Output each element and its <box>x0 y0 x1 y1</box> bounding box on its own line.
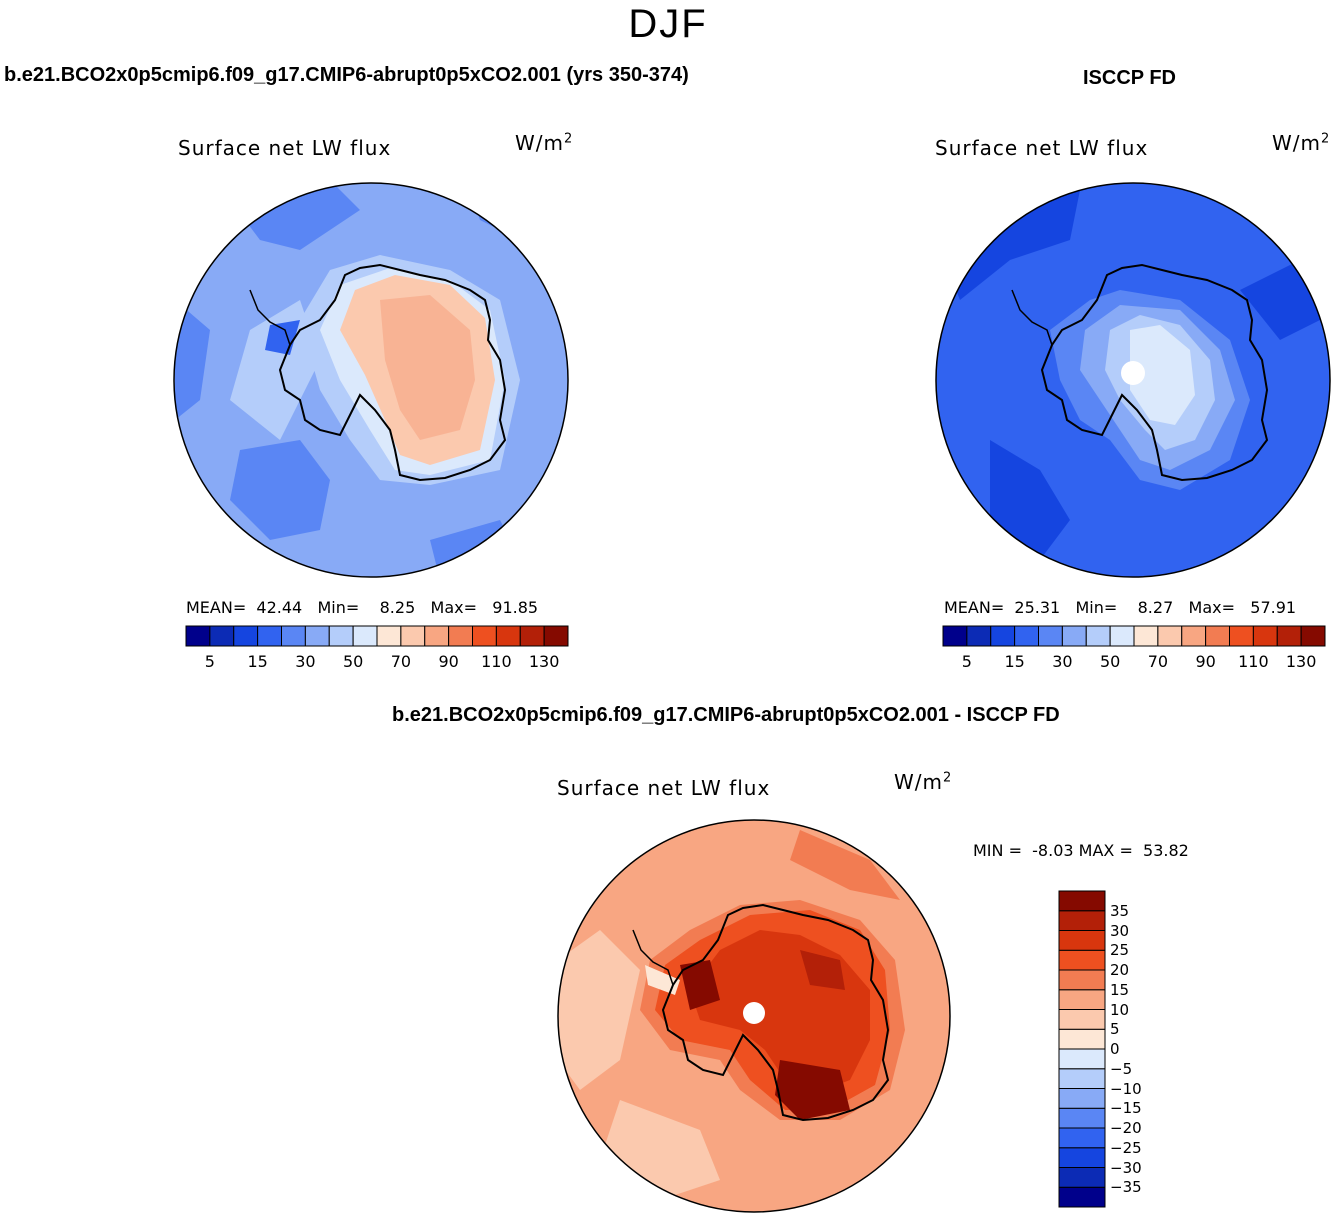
obs-case-title: ISCCP FD <box>1083 67 1176 89</box>
colorbar-swatch <box>1058 989 1106 1010</box>
colorbar-tick-label: −15 <box>1110 1099 1142 1118</box>
colorbar-tick-label: 30 <box>1110 921 1130 940</box>
colorbar-swatch <box>304 625 330 647</box>
diff-units: W/m2 <box>894 770 953 794</box>
colorbar-swatch <box>448 625 473 647</box>
colorbar-swatch <box>1058 930 1106 951</box>
colorbar-swatch <box>1038 625 1063 647</box>
colorbar-tick-label: 0 <box>1110 1040 1120 1058</box>
colorbar-swatch <box>495 625 521 647</box>
model-plot-title: Surface net LW flux <box>178 136 392 160</box>
diff-colorbar-ticks: 35 30 25 20 15 10 5 0 −5 −10 −15 −20 −25 −30 −35 <box>1110 891 1170 1207</box>
colorbar-swatch <box>1229 625 1254 647</box>
colorbar-tick-label: 70 <box>390 652 412 671</box>
colorbar-tick-label: 30 <box>295 652 316 671</box>
diff-colorbar <box>1058 890 1106 1208</box>
colorbar-swatch <box>519 625 545 647</box>
colorbar-tick-label: 50 <box>1099 652 1121 671</box>
colorbar-tick-label: −20 <box>1110 1119 1142 1137</box>
obs-colorbar <box>942 625 1326 647</box>
colorbar-tick-label: 10 <box>1110 1000 1130 1019</box>
colorbar-tick-label: 5 <box>961 652 972 671</box>
model-stats: MEAN= 42.44 Min= 8.25 Max= 91.85 <box>186 598 539 617</box>
colorbar-swatch <box>1058 890 1106 912</box>
colorbar-swatch <box>1133 625 1159 647</box>
colorbar-tick-label: 110 <box>481 652 512 671</box>
colorbar-swatch <box>990 625 1016 647</box>
colorbar-swatch <box>209 625 235 647</box>
colorbar-tick-label: −25 <box>1110 1138 1142 1157</box>
season-title: DJF <box>628 2 708 46</box>
colorbar-swatch <box>942 625 968 647</box>
model-colorbar <box>185 625 569 647</box>
diff-stats: MIN = -8.03 MAX = 53.82 <box>973 841 1189 860</box>
diff-plot-title: Surface net LW flux <box>557 776 771 800</box>
colorbar-swatch <box>281 625 306 647</box>
obs-plot-title: Surface net LW flux <box>935 136 1149 160</box>
colorbar-swatch <box>1058 1147 1106 1168</box>
colorbar-swatch <box>1058 1127 1106 1149</box>
obs-stats: MEAN= 25.31 Min= 8.27 Max= 57.91 <box>944 598 1297 617</box>
colorbar-swatch <box>1058 1167 1106 1188</box>
colorbar-tick-label: 15 <box>247 652 268 671</box>
colorbar-swatch <box>1157 625 1183 647</box>
model-case-title: b.e21.BCO2x0p5cmip6.f09_g17.CMIP6-abrupt… <box>4 64 689 86</box>
colorbar-tick-label: 110 <box>1238 652 1269 671</box>
colorbar-swatch <box>1058 1186 1106 1208</box>
colorbar-swatch <box>1058 1068 1106 1089</box>
colorbar-swatch <box>376 625 402 647</box>
colorbar-swatch <box>472 625 497 647</box>
colorbar-tick-label: 35 <box>1110 901 1130 920</box>
colorbar-swatch <box>1109 625 1135 647</box>
colorbar-swatch <box>1252 625 1278 647</box>
colorbar-swatch <box>1058 910 1106 931</box>
colorbar-swatch <box>233 625 259 647</box>
colorbar-swatch <box>328 625 354 647</box>
obs-colorbar-ticks: 5 15 30 50 70 90 110 130 <box>943 652 1325 672</box>
model-colorbar-ticks: 5 15 30 50 70 90 110 130 <box>186 652 568 672</box>
colorbar-swatch <box>1058 1048 1106 1070</box>
colorbar-swatch <box>1058 949 1106 971</box>
colorbar-tick-label: −10 <box>1110 1079 1142 1098</box>
colorbar-swatch <box>1085 625 1111 647</box>
colorbar-swatch <box>1276 625 1302 647</box>
colorbar-tick-label: 70 <box>1147 652 1169 671</box>
colorbar-tick-label: 15 <box>1004 652 1025 671</box>
colorbar-tick-label: 130 <box>1285 652 1317 671</box>
colorbar-swatch <box>352 625 378 647</box>
colorbar-tick-label: 90 <box>438 652 459 671</box>
colorbar-swatch <box>1061 625 1087 647</box>
colorbar-swatch <box>1058 1009 1106 1030</box>
colorbar-tick-label: 130 <box>528 652 560 671</box>
colorbar-swatch <box>1058 1028 1106 1050</box>
colorbar-tick-label: 20 <box>1110 961 1130 979</box>
colorbar-swatch <box>185 625 211 647</box>
colorbar-swatch <box>1205 625 1230 647</box>
colorbar-swatch <box>1181 625 1207 647</box>
colorbar-swatch <box>543 625 569 647</box>
colorbar-tick-label: 25 <box>1110 941 1130 960</box>
colorbar-swatch <box>1058 1088 1106 1109</box>
colorbar-tick-label: 5 <box>204 652 215 671</box>
obs-units: W/m2 <box>1272 131 1331 155</box>
colorbar-swatch <box>424 625 450 647</box>
colorbar-swatch <box>1014 625 1039 647</box>
colorbar-tick-label: 5 <box>1110 1020 1120 1039</box>
colorbar-tick-label: −35 <box>1110 1178 1142 1197</box>
diff-case-title: b.e21.BCO2x0p5cmip6.f09_g17.CMIP6-abrupt… <box>392 704 1060 726</box>
model-units: W/m2 <box>515 131 574 155</box>
colorbar-tick-label: 30 <box>1052 652 1073 671</box>
colorbar-tick-label: 90 <box>1195 652 1216 671</box>
colorbar-tick-label: −30 <box>1110 1158 1142 1177</box>
colorbar-swatch <box>1058 1107 1106 1129</box>
colorbar-tick-label: −5 <box>1110 1059 1133 1078</box>
colorbar-swatch <box>1058 969 1106 991</box>
colorbar-tick-label: 15 <box>1110 980 1130 999</box>
colorbar-swatch <box>400 625 426 647</box>
colorbar-tick-label: 50 <box>342 652 364 671</box>
colorbar-swatch <box>1300 625 1326 647</box>
colorbar-swatch <box>966 625 992 647</box>
colorbar-swatch <box>257 625 282 647</box>
